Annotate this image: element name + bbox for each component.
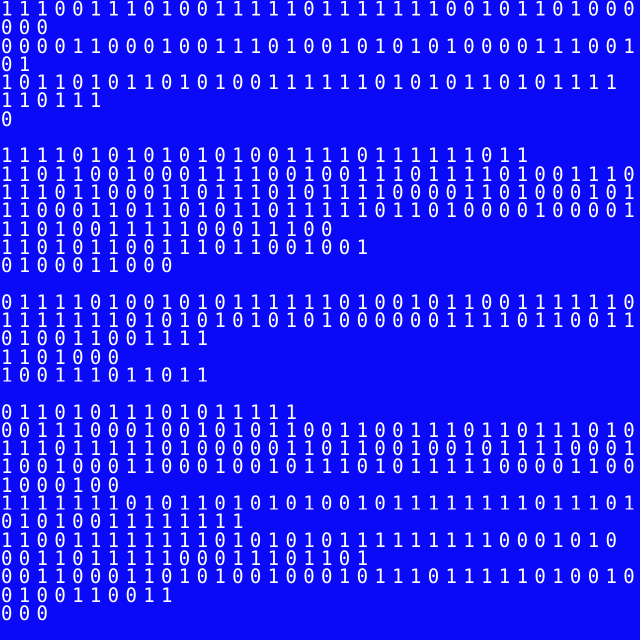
binary-block: 01101011101011111 00111000100101011001100… [1,400,640,625]
binary-line: 001110001001010110011001110110111010 [1,418,640,442]
binary-line: 01 [1,52,37,76]
binary-line: 01010011111111 [1,510,250,534]
binary-line: 100100011000100101110101111100001100 [1,455,640,479]
binary-line: 0100011000 [1,254,179,278]
binary-line: 111011111010000011011001001011110001 [1,437,640,461]
binary-line: 111111101010101010100000011110110011 [1,308,640,333]
binary-line: 1000100 [1,473,126,497]
binary-line: 110110010001111001001110111101001110 [1,162,640,186]
binary-line: 1101000 [1,345,126,369]
binary-line: 0100110011 [1,583,179,607]
binary-line: 110001101101011011111011010000100001 [1,199,640,223]
binary-line: 000 [1,16,55,40]
binary-line: 01101011101011111 [1,400,304,424]
binary-line: 111101010101010011110111111011 [1,144,535,168]
binary-line: 0 [1,107,19,131]
binary-line: 10110101101010011111101010110101111 [1,71,624,95]
binary-line: 000011000100111010010101010000111001 [1,34,640,58]
binary-line: 111011000110111010111100001101000101 [1,180,640,204]
binary-block: 111101010101010011110111111011 1101100100… [1,144,640,278]
binary-line: 001101111100011101101 [1,546,375,570]
binary-line: 000 [1,601,55,625]
binary-line: 1101001111100011100 [1,217,339,241]
binary-line: 100111011011 [1,363,215,387]
binary-block: 111001110100111110111111100101101000 000 0… [1,0,640,131]
binary-line: 010011001111 [1,327,215,351]
binary-line: 011110100101011111101001011001111110 [1,290,640,314]
binary-line: 110101100111011001001 [1,235,375,259]
binary-line: 001100011010100100010111011111010010 [1,565,640,589]
binary-block: 011110100101011111101001011001111110 1111… [1,290,640,387]
binary-line: 111111101011010101001011111111011101 [1,491,640,516]
binary-line: 11001111111101010101111111110001010 [1,528,624,552]
binary-line: 111001110100111110111111100101101000 [1,0,640,22]
binary-line: 110111 [1,89,108,113]
